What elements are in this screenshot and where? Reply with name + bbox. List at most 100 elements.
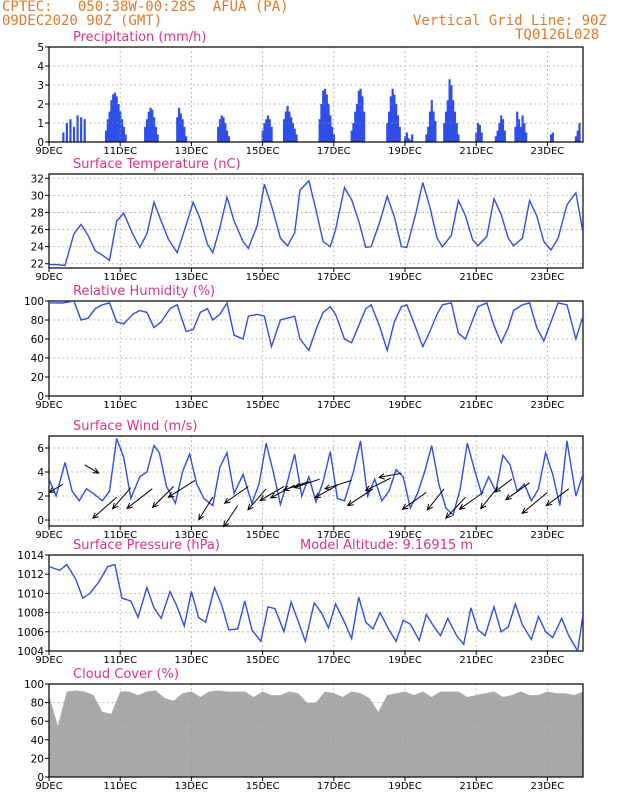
- wind-arrow: [364, 477, 391, 492]
- humidity-xtick-label: 21DEC: [459, 400, 493, 411]
- cloud-cover-xtick-label: 9DEC: [35, 781, 62, 792]
- precipitation-bar: [318, 119, 321, 142]
- precipitation-xtick-label: 23DEC: [531, 146, 565, 157]
- wind-arrow: [198, 496, 214, 521]
- wind-ytick-label: 6: [37, 443, 44, 455]
- precipitation-bar: [62, 132, 65, 142]
- precipitation-bar: [151, 109, 154, 142]
- precipitation-bar: [387, 111, 391, 142]
- precipitation-bar: [405, 132, 408, 142]
- precipitation-bar: [110, 100, 113, 142]
- pressure-xtick-label: 19DEC: [388, 655, 422, 666]
- precipitation-bar: [516, 111, 519, 142]
- temperature-xtick-label: 11DEC: [103, 272, 137, 283]
- precipitation-bar: [217, 126, 220, 142]
- precipitation-bar: [444, 111, 448, 142]
- precipitation-bar: [282, 119, 286, 142]
- precipitation-bar: [352, 123, 355, 142]
- humidity-ytick-label: 20: [31, 372, 44, 384]
- precipitation-bar: [147, 111, 150, 142]
- precipitation-bar: [226, 130, 229, 142]
- humidity-frame: [48, 300, 584, 397]
- precipitation-xtick-label: 9DEC: [35, 146, 62, 157]
- humidity-ytick-label: 80: [31, 315, 44, 327]
- precipitation-bar: [293, 128, 296, 142]
- temperature-ytick-label: 26: [31, 225, 45, 237]
- wind-arrow: [445, 496, 466, 520]
- precipitation-bar: [363, 111, 366, 142]
- pressure-xtick-label: 9DEC: [35, 655, 62, 666]
- precipitation-bar: [124, 134, 127, 142]
- pressure-xtick-label: 21DEC: [459, 655, 493, 666]
- precipitation-bar: [113, 92, 117, 142]
- precipitation-bar: [428, 111, 432, 142]
- cloud-cover-title: Cloud Cover (%): [73, 667, 179, 682]
- precipitation-bar: [404, 136, 407, 142]
- precipitation-bar: [224, 123, 227, 142]
- wind-arrow: [458, 491, 484, 510]
- pressure-xtick-label: 17DEC: [317, 655, 351, 666]
- pressure-ytick-label: 1006: [17, 627, 44, 639]
- temperature-title: Surface Temperature (nC): [73, 157, 241, 172]
- cloud-cover-xtick-label: 19DEC: [388, 781, 422, 792]
- precipitation-bar: [446, 100, 449, 142]
- wind-arrow: [126, 488, 153, 510]
- precipitation-bar: [323, 88, 327, 142]
- precipitation-bar: [361, 96, 364, 142]
- temperature-xtick-label: 19DEC: [388, 272, 422, 283]
- precipitation-bar: [391, 88, 394, 142]
- precipitation-bar: [144, 126, 147, 142]
- precipitation-bar: [521, 115, 524, 142]
- wind-arrow: [111, 487, 132, 510]
- wind-xtick-label: 21DEC: [459, 530, 493, 541]
- wind-arrow: [323, 479, 352, 491]
- cloud-cover-ytick-label: 0: [37, 772, 44, 784]
- humidity-ytick-label: 100: [24, 296, 44, 308]
- pressure-annotation: Model Altitude: 9.16915 m: [300, 538, 473, 553]
- precipitation-bar: [443, 123, 446, 142]
- precipitation-bar: [80, 117, 83, 142]
- cloud-cover-xtick-label: 21DEC: [459, 781, 493, 792]
- wind-arrow: [247, 488, 267, 511]
- wind-ytick-label: 4: [37, 467, 44, 479]
- humidity-ytick-label: 40: [31, 353, 44, 365]
- humidity-xtick-label: 9DEC: [35, 400, 62, 411]
- precipitation-bar: [263, 123, 266, 142]
- precipitation-bar: [108, 111, 111, 142]
- cloud-cover-ytick-label: 60: [31, 716, 44, 728]
- precipitation-bar: [453, 111, 457, 142]
- precipitation-bar: [448, 79, 451, 142]
- wind-arrow: [223, 505, 239, 528]
- precipitation-bar: [517, 119, 521, 142]
- temperature-ytick-label: 24: [31, 242, 45, 254]
- precipitation-bar: [69, 119, 72, 142]
- precipitation-bar: [398, 126, 401, 142]
- precipitation-bar: [427, 126, 430, 142]
- precipitation-bar: [393, 94, 396, 142]
- precipitation-bar: [430, 100, 433, 142]
- precipitation-bar: [76, 115, 79, 142]
- temperature-xtick-label: 17DEC: [317, 272, 351, 283]
- wind-xtick-label: 17DEC: [317, 530, 351, 541]
- precipitation-bar: [261, 130, 264, 142]
- wind-arrow: [426, 488, 445, 511]
- wind-arrow: [545, 488, 570, 507]
- cloud-cover-xtick-label: 11DEC: [103, 781, 137, 792]
- header-model-code: TQ0126L028: [515, 27, 600, 43]
- precipitation-bar: [357, 90, 360, 142]
- precipitation-bar: [183, 126, 186, 142]
- precipitation-bar: [578, 123, 581, 142]
- wind-arrow: [167, 479, 196, 498]
- wind-arrow: [48, 483, 64, 493]
- temperature-xtick-label: 21DEC: [459, 272, 493, 283]
- wind-ytick-label: 0: [37, 515, 44, 527]
- header-date: 09DEC2020 90Z (GMT): [2, 13, 163, 29]
- precipitation-bar: [496, 130, 499, 142]
- wind-arrow: [151, 486, 174, 509]
- precipitation-bar: [72, 126, 76, 142]
- pressure-frame: [48, 554, 584, 652]
- precipitation-bar: [115, 96, 118, 142]
- humidity-xtick-label: 11DEC: [103, 400, 137, 411]
